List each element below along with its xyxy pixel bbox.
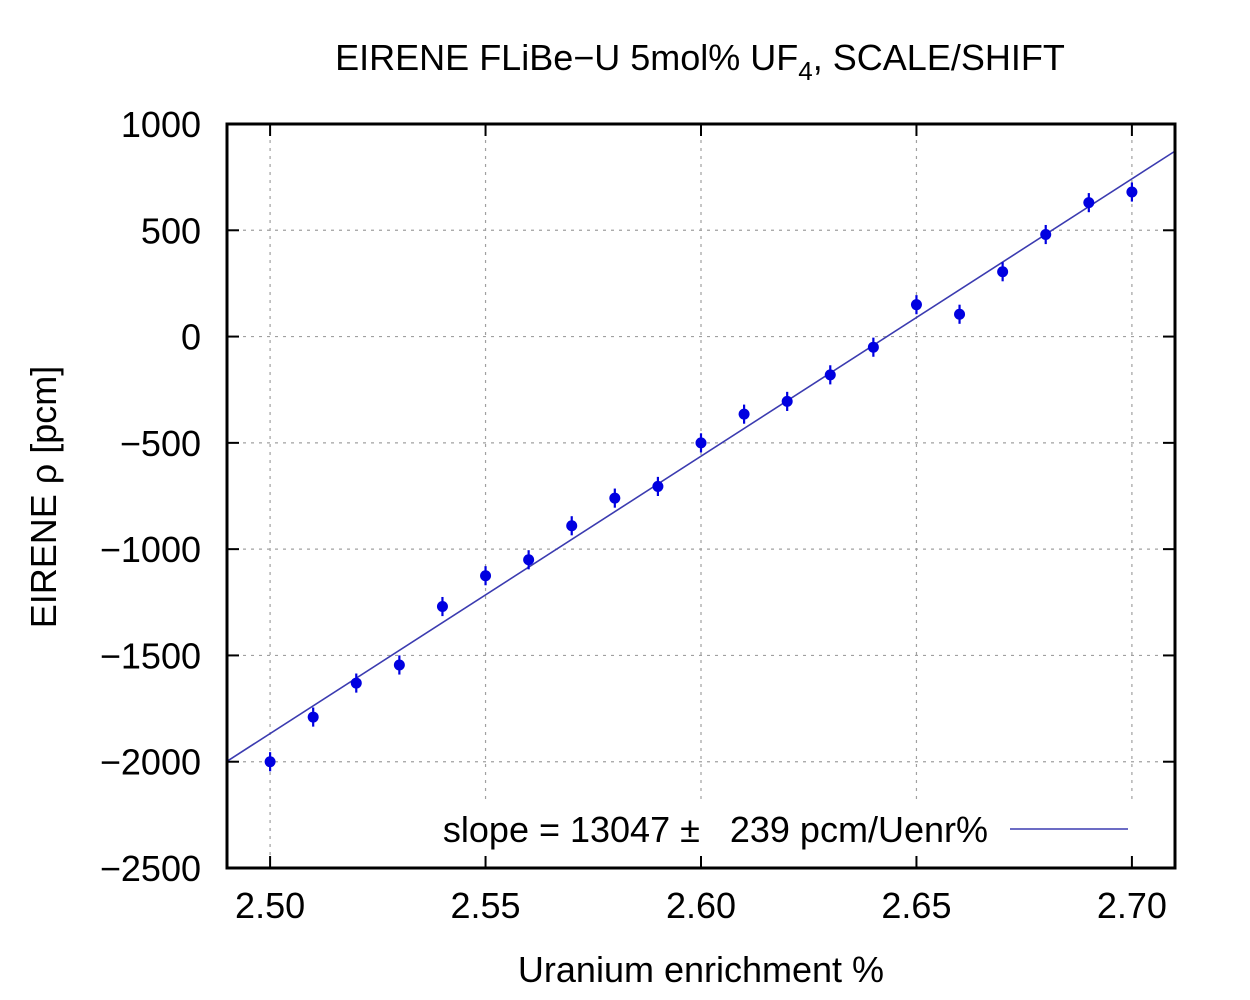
y-tick-label: −2000 bbox=[100, 742, 201, 783]
x-axis-ticks: 2.50 2.55 2.60 2.65 2.70 bbox=[235, 124, 1167, 926]
data-point bbox=[910, 299, 922, 311]
fit-line bbox=[226, 150, 1176, 762]
data-point bbox=[350, 677, 362, 689]
y-axis-ticks: 1000 500 0 −500 −1000 −1500 −2000 −2500 bbox=[100, 104, 1175, 889]
data-point bbox=[393, 659, 405, 671]
data-point bbox=[436, 601, 448, 613]
data-point bbox=[997, 266, 1009, 278]
data-point bbox=[1083, 197, 1095, 209]
data-point bbox=[307, 711, 319, 723]
x-axis-label: Uranium enrichment % bbox=[518, 949, 884, 990]
chart-title-suffix: , SCALE/SHIFT bbox=[813, 37, 1065, 78]
y-tick-label: −2500 bbox=[100, 848, 201, 889]
chart-title: EIRENE FLiBe−U 5mol% UF4, SCALE/SHIFT bbox=[335, 37, 1065, 86]
data-point bbox=[824, 369, 836, 381]
grid-lines bbox=[227, 124, 1175, 868]
y-tick-label: −1500 bbox=[100, 635, 201, 676]
data-point bbox=[652, 480, 664, 492]
data-point bbox=[781, 395, 793, 407]
x-tick-label: 2.55 bbox=[451, 885, 521, 926]
data-point bbox=[867, 341, 879, 353]
data-points bbox=[264, 182, 1138, 772]
data-point bbox=[738, 408, 750, 420]
legend-label: slope = 13047 ± 239 pcm/Uenr% bbox=[443, 809, 988, 850]
y-tick-label: 500 bbox=[141, 210, 201, 251]
x-tick-label: 2.60 bbox=[666, 885, 736, 926]
data-point bbox=[695, 437, 707, 449]
data-point bbox=[1040, 229, 1052, 241]
data-point bbox=[609, 492, 621, 504]
legend: slope = 13047 ± 239 pcm/Uenr% bbox=[443, 809, 1128, 850]
y-axis-label: EIRENE ρ [pcm] bbox=[23, 366, 64, 629]
data-point bbox=[523, 554, 535, 566]
y-tick-label: 1000 bbox=[121, 104, 201, 145]
y-tick-label: −500 bbox=[120, 423, 201, 464]
data-point bbox=[480, 570, 492, 582]
data-point bbox=[1126, 186, 1138, 198]
y-tick-label: 0 bbox=[181, 317, 201, 358]
x-tick-label: 2.65 bbox=[881, 885, 951, 926]
fit-line-group bbox=[226, 150, 1176, 762]
chart-title-main: EIRENE FLiBe−U 5mol% UF bbox=[335, 37, 798, 78]
legend-background bbox=[355, 800, 1145, 856]
x-tick-label: 2.50 bbox=[235, 885, 305, 926]
data-point bbox=[566, 520, 578, 532]
y-tick-label: −1000 bbox=[100, 529, 201, 570]
x-tick-label: 2.70 bbox=[1097, 885, 1167, 926]
data-point bbox=[954, 308, 966, 320]
chart-title-subscript: 4 bbox=[798, 56, 812, 86]
data-point bbox=[264, 756, 276, 768]
